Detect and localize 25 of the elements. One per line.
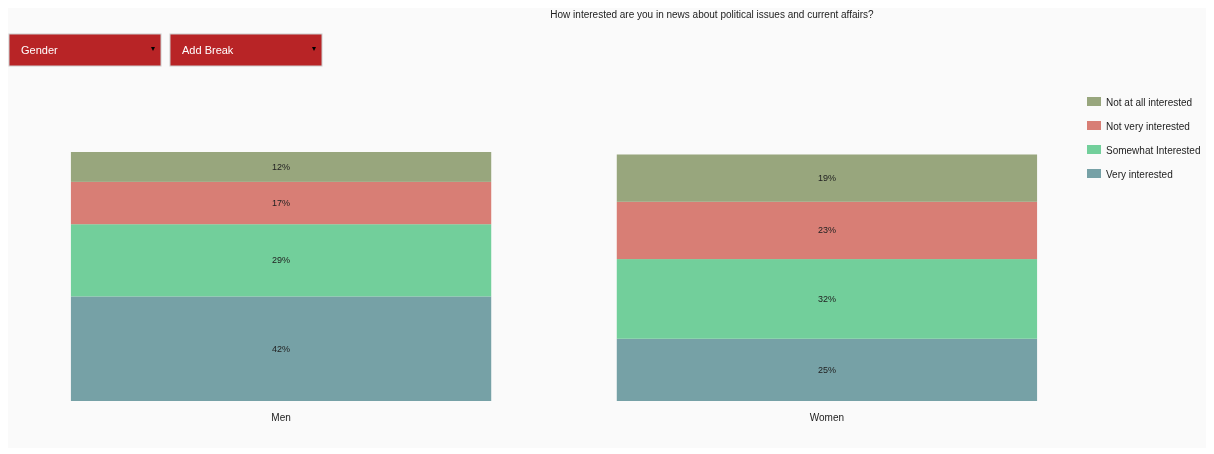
x-tick-label: Women: [809, 412, 845, 423]
data-label: 17%: [272, 198, 291, 209]
data-label: 25%: [817, 364, 836, 375]
legend-label: Somewhat Interested: [1106, 144, 1201, 156]
legend-label: Not at all interested: [1106, 96, 1193, 108]
bar: [70, 181, 492, 225]
bar: [70, 152, 492, 182]
legend-label: Not very interested: [1106, 120, 1190, 132]
bar: [616, 259, 1038, 339]
bar: [616, 154, 1038, 202]
data-label: 29%: [272, 255, 291, 266]
dropdown: Add Break: [169, 33, 323, 67]
bar: [616, 338, 1038, 401]
data-label: 32%: [817, 293, 836, 304]
x-tick-label: Men: [271, 412, 291, 423]
data-label: 12%: [272, 161, 291, 172]
dropdown: Gender: [8, 33, 162, 67]
bar: [70, 296, 492, 401]
chart-title: How interested are you in news about political issues and current affairs?: [550, 9, 875, 20]
bar: [616, 201, 1038, 260]
bar: [70, 224, 492, 297]
data-label: 23%: [817, 225, 836, 236]
data-label: 19%: [817, 173, 836, 184]
legend-label: Very interested: [1106, 168, 1173, 180]
data-label: 42%: [272, 343, 291, 354]
